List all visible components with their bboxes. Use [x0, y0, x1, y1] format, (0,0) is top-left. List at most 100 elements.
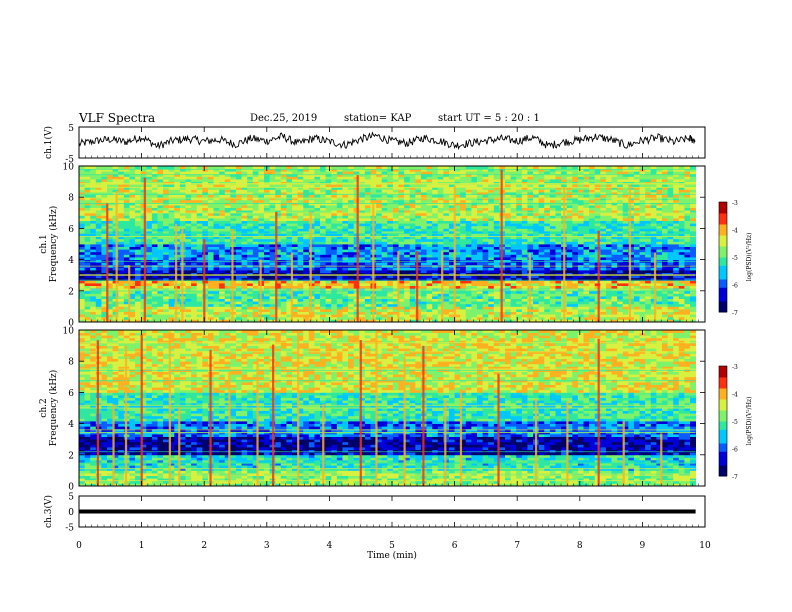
x-tick-label: 10	[699, 541, 711, 551]
ch1-spectrogram-colorbar-seg	[719, 224, 727, 228]
ch2-spectrogram-colorbar-seg	[719, 388, 727, 392]
ch2-spectrogram-burst	[124, 345, 128, 486]
ch1-spectrogram-colorbar-seg	[719, 251, 727, 255]
ch2-spectrogram-colorbar-tick: -6	[732, 447, 738, 454]
ch1-spectrogram-colorbar-label: log(PSD)(V²/Hz)	[746, 233, 753, 282]
ch2-spectrogram-colorbar-seg	[719, 459, 727, 463]
ch1-spectrogram-burst	[309, 211, 312, 322]
ch1-spectrogram-colorbar-seg	[719, 207, 727, 211]
ch2-spectrogram-colorbar-seg	[719, 462, 727, 466]
ch1-spectrogram-colorbar-seg	[719, 240, 727, 244]
ch1-spectrogram-burst	[259, 259, 262, 322]
ch1-spectrogram-colorbar-tick: -4	[732, 228, 738, 235]
ch2-spectrogram-colorbar-seg	[719, 410, 727, 414]
ch2-spectrogram-burst	[228, 371, 231, 486]
x-tick-label: 2	[201, 541, 207, 551]
ch1-spectrogram-burst	[356, 175, 359, 322]
figure-title: VLF Spectra	[79, 111, 156, 125]
ch2-spectrogram-ytick-label: 2	[68, 451, 74, 461]
ch1-spectrogram-ylabel-line2: Frequency (kHz)	[48, 206, 59, 283]
ch2-spectrogram-burst	[112, 404, 115, 486]
ch2-spectrogram-colorbar-seg	[719, 443, 727, 447]
ch1-spectrogram-burst	[143, 177, 146, 322]
ch2-spectrogram-burst	[178, 407, 181, 486]
ch3-ytick-label: -5	[65, 524, 74, 534]
ch2-spectrogram-colorbar-seg	[719, 415, 727, 419]
ch2-spectrogram-colorbar-seg	[719, 421, 727, 425]
ch1-spectrogram-colorbar-seg	[719, 298, 727, 302]
ch1-spectrogram-ytick-label: 2	[68, 287, 74, 297]
ch2-spectrogram-colorbar-seg	[719, 454, 727, 458]
x-tick-label: 5	[389, 541, 395, 551]
ch2-spectrogram-colorbar-seg	[719, 437, 727, 441]
ch2-spectrogram-ytick-label: 6	[68, 389, 74, 399]
ch1-spectrogram-burst	[290, 252, 294, 322]
ch2-spectrogram-burst	[375, 332, 378, 486]
ch1-spectrogram-burst	[528, 252, 531, 322]
ch1-spectrogram-colorbar-seg	[719, 290, 727, 294]
ch1-spectrogram-colorbar-seg	[719, 306, 727, 310]
ch2-spectrogram-colorbar-seg	[719, 401, 727, 405]
ch1-spectrogram-burst	[203, 239, 206, 322]
ch2-spectrogram-colorbar-seg	[719, 377, 727, 381]
x-tick-label: 7	[514, 541, 520, 551]
ch1-spectrogram-cells	[79, 166, 697, 323]
ch3-ytick-label: 5	[68, 493, 74, 503]
x-tick-label: 9	[640, 541, 646, 551]
ch2-spectrogram-colorbar-seg	[719, 390, 727, 394]
x-tick-label: 3	[264, 541, 270, 551]
ch1-spectrogram-burst	[397, 251, 400, 322]
ch2-spectrogram-colorbar-seg	[719, 399, 727, 403]
ch2-spectrogram-colorbar-seg	[719, 385, 727, 389]
ch2-spectrogram-colorbar-seg	[719, 382, 727, 386]
ch2-spectrogram-burst	[459, 389, 463, 486]
ch1-spectrogram-colorbar-seg	[719, 292, 727, 296]
ch1-spectrogram-burst	[275, 212, 278, 322]
x-tick-label: 8	[577, 541, 583, 551]
ch1-spectrogram-burst	[231, 228, 234, 322]
ch2-spectrogram-colorbar-seg	[719, 473, 727, 477]
ch1-spectrogram-burst	[115, 191, 118, 322]
ch2-spectrogram-cells	[79, 330, 697, 487]
date-label: Dec.25, 2019	[250, 113, 318, 124]
ch1-spectrogram-ylabel-line1: ch.1	[39, 234, 49, 253]
ch2-spectrogram-colorbar-seg	[719, 368, 727, 372]
ch2-spectrogram-colorbar-seg	[719, 465, 727, 469]
ch2-spectrogram-burst	[622, 421, 625, 486]
ch2-spectrogram-colorbar-seg	[719, 404, 727, 408]
ch1-spectrogram-colorbar-seg	[719, 202, 727, 206]
ch2-spectrogram-colorbar-label: log(PSD)(V²/Hz)	[746, 397, 753, 446]
ch1-spectrogram-burst	[628, 184, 632, 322]
ch2-spectrogram-colorbar-seg	[719, 396, 727, 400]
ch1-spectrogram-colorbar-seg	[719, 235, 727, 239]
ch2-spectrogram-burst	[444, 399, 447, 486]
ch1-spectrogram-colorbar-tick: -3	[732, 200, 738, 207]
ch1-spectrogram-colorbar-seg	[719, 259, 727, 263]
ch2-spectrogram-burst	[140, 334, 143, 486]
ch2-spectrogram-colorbar-seg	[719, 371, 727, 375]
ch2-spectrogram-burst	[96, 340, 99, 486]
ch2-spectrogram-colorbar-seg	[719, 374, 727, 378]
ch2-spectrogram-burst	[359, 340, 362, 486]
ch2-spectrogram-colorbar-frame	[718, 365, 728, 477]
ch3-ytick-label: 0	[68, 508, 74, 518]
ch2-spectrogram-colorbar-seg	[719, 470, 727, 474]
x-tick-label: 4	[327, 541, 333, 551]
ch2-spectrogram-burst	[422, 345, 425, 486]
ch1-spectrogram-ytick-label: 6	[68, 225, 74, 235]
ch2-spectrogram-colorbar-seg	[719, 451, 727, 455]
ch2-spectrogram-ylabel-line2: Frequency (kHz)	[48, 370, 59, 447]
ch1-spectrogram-colorbar-tick: -7	[732, 310, 738, 317]
ch2-spectrogram-colorbar-seg	[719, 445, 727, 449]
ch1-spectrogram-colorbar-seg	[719, 246, 727, 250]
ch1-spectrogram-colorbar-seg	[719, 204, 727, 208]
ch2-spectrogram-burst	[597, 338, 600, 486]
ch2-spectrogram-burst	[297, 331, 300, 486]
ch1-spectrogram-colorbar-tick: -5	[732, 255, 738, 262]
x-tick-label: 1	[139, 541, 145, 551]
x-tick-label: 0	[76, 541, 82, 551]
ch2-spectrogram-ytick-label: 0	[68, 483, 74, 493]
ch1-waveform-trace	[78, 131, 696, 151]
ch1-spectrogram-colorbar-seg	[719, 268, 727, 272]
